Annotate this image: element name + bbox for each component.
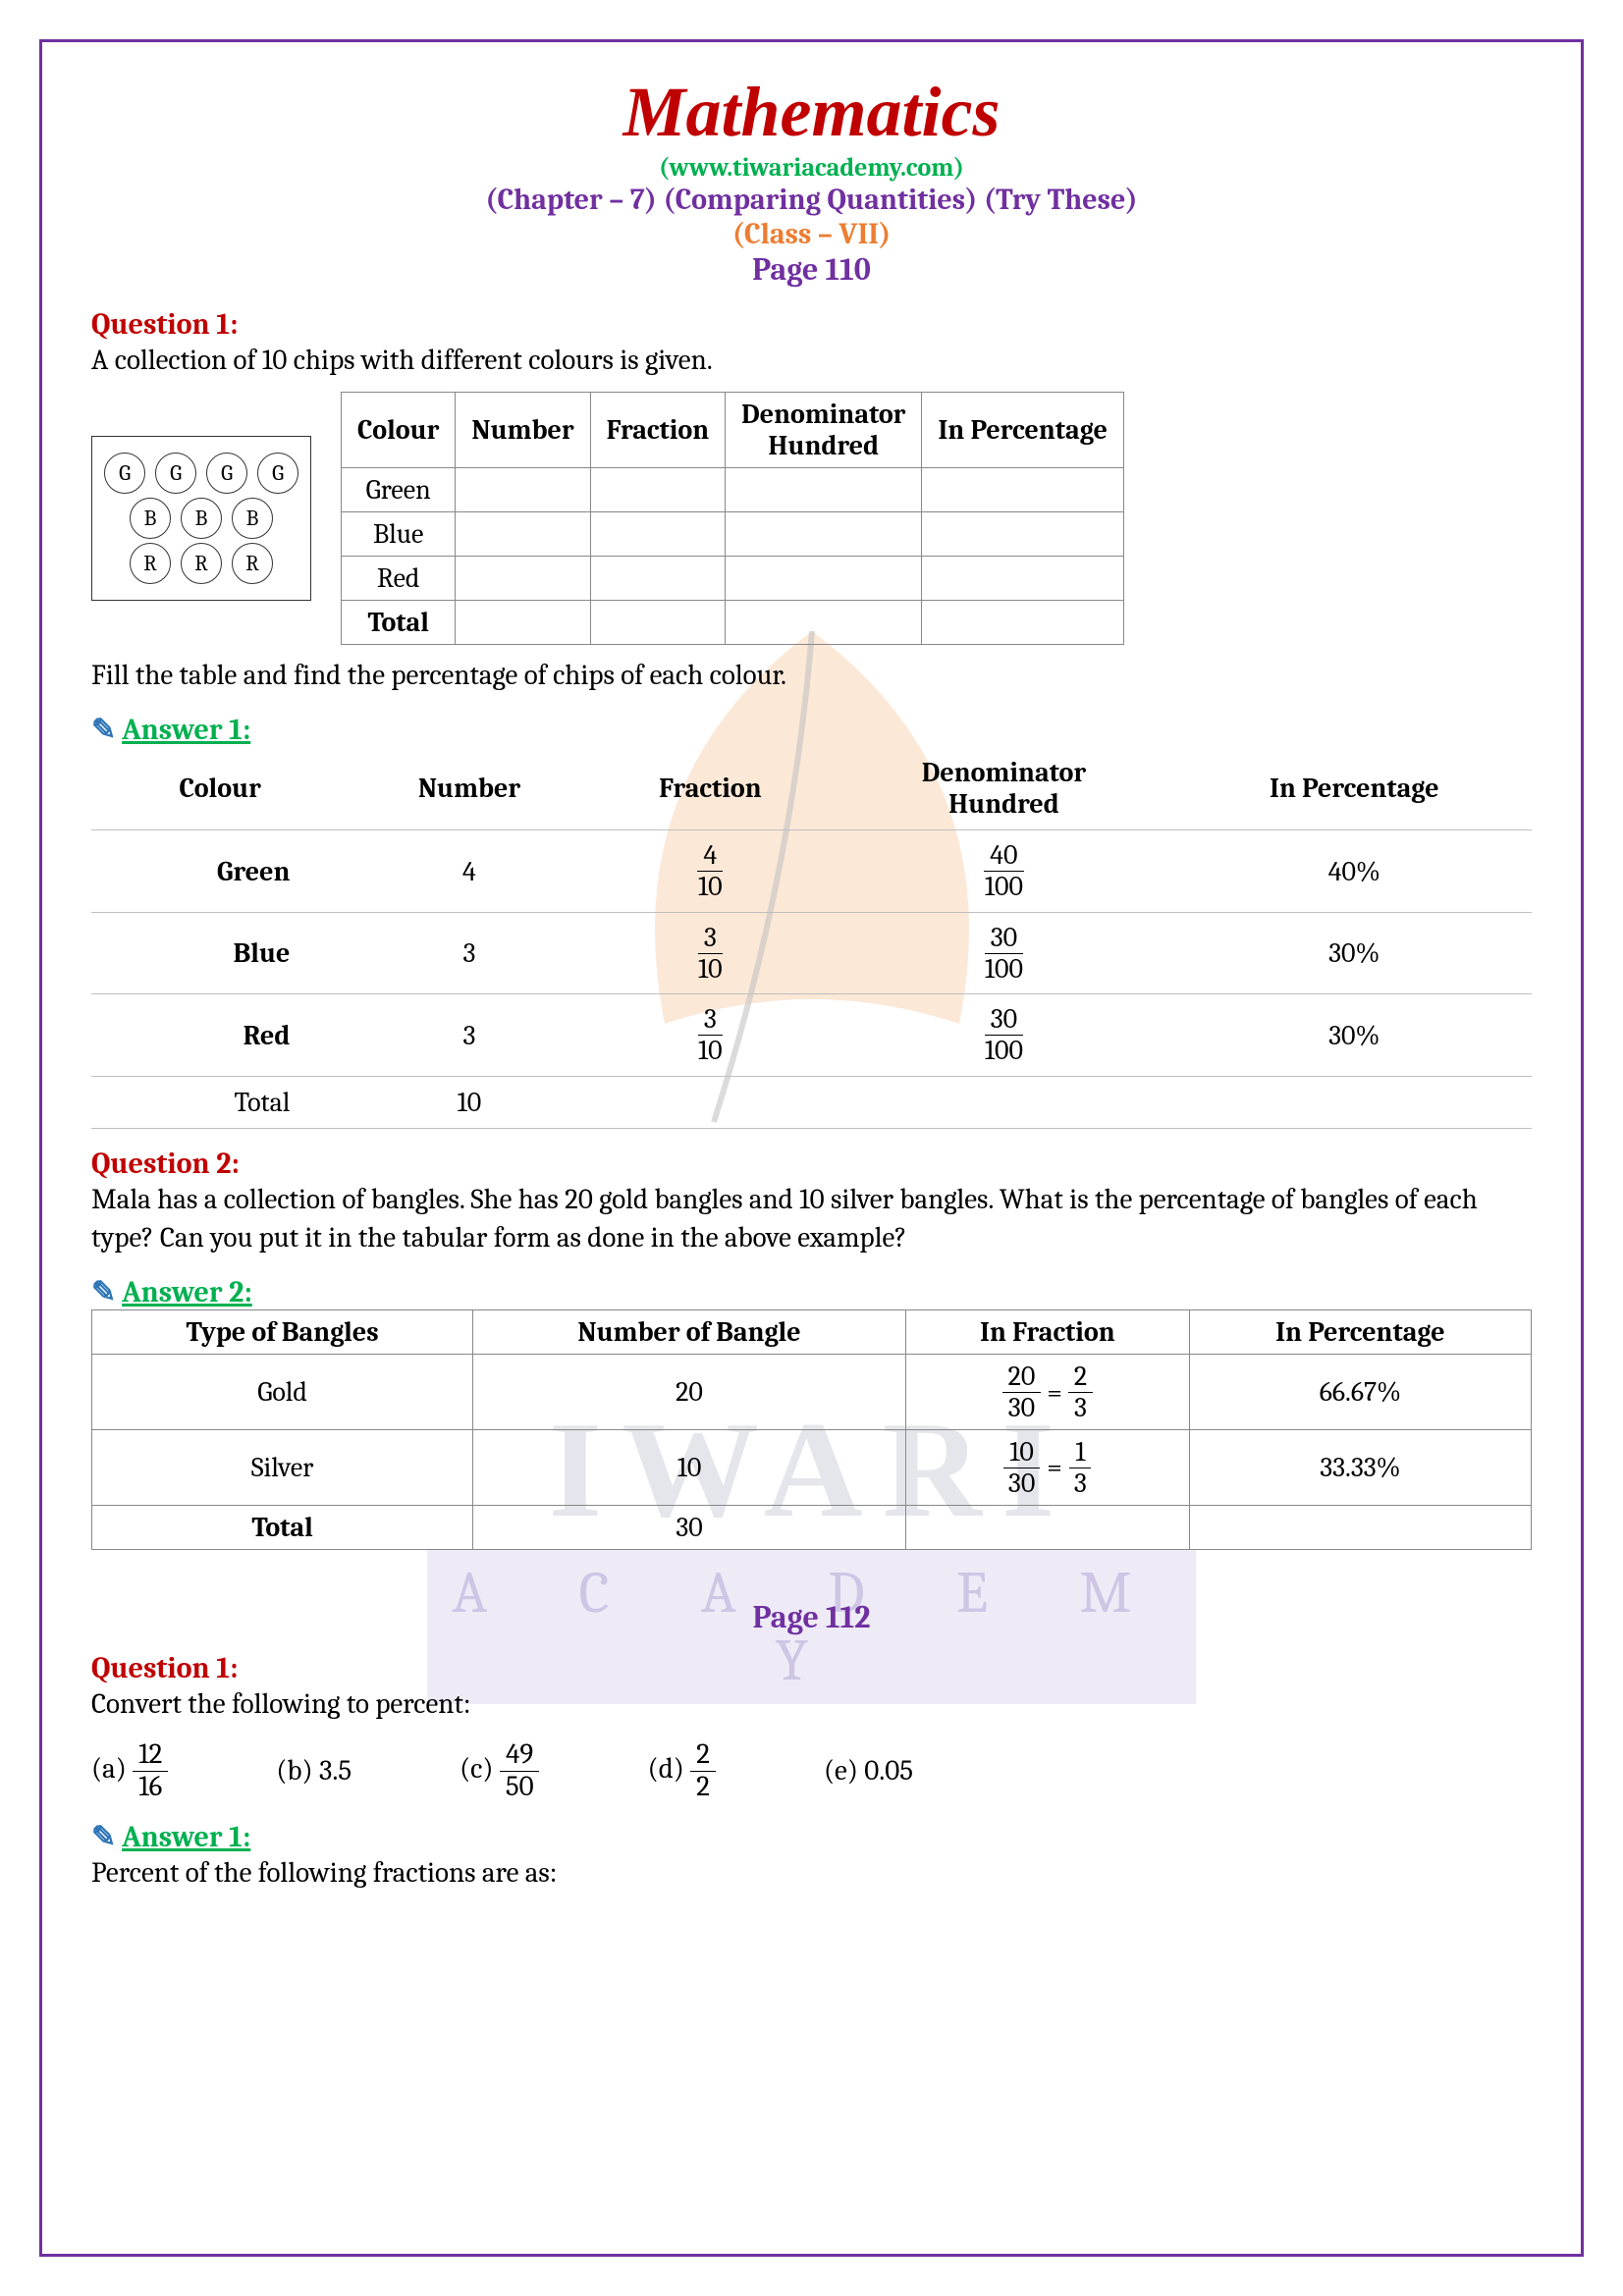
a1-row: Total10	[91, 1077, 1532, 1129]
class-label: (Class – VII)	[91, 217, 1532, 251]
q1-th-3: DenominatorHundred	[726, 393, 922, 468]
q2-label: Question 2:	[91, 1147, 1532, 1181]
a1-th-2: Fraction	[590, 747, 832, 830]
a1-row: Green44104010040%	[91, 830, 1532, 913]
q1-row-label: Red	[342, 557, 456, 601]
a2-row: Silver101030 = 1333.33%	[92, 1429, 1532, 1505]
page-112-label: Page 112	[753, 1599, 871, 1635]
option: (a) 1216	[91, 1739, 168, 1803]
chip-G: G	[104, 453, 145, 494]
chip-G: G	[257, 453, 298, 494]
a2-th-3: In Percentage	[1189, 1310, 1531, 1355]
q1-empty-table: ColourNumberFractionDenominatorHundredIn…	[341, 392, 1124, 645]
q3-options: (a) 1216 (b) 3.5 (c) 4950 (d) 22 (e) 0.05	[91, 1739, 1532, 1803]
a1-th-4: In Percentage	[1177, 747, 1532, 830]
a2-row: Gold202030 = 2366.67%	[92, 1355, 1532, 1430]
chip-G: G	[206, 453, 247, 494]
a3-label: Answer 1:	[91, 1820, 1532, 1854]
chip-B: B	[130, 498, 171, 539]
option: (d) 22	[648, 1739, 716, 1803]
q1-row-label: Total	[342, 601, 456, 645]
a1-row: Blue33103010030%	[91, 912, 1532, 994]
option: (b) 3.5	[276, 1755, 352, 1788]
q1-row-label: Blue	[342, 512, 456, 557]
a3-text: Percent of the following fractions are a…	[91, 1854, 1532, 1893]
q3-text: Convert the following to percent:	[91, 1685, 1532, 1724]
a1-th-3: DenominatorHundred	[831, 747, 1176, 830]
a2-th-1: Number of Bangle	[473, 1310, 906, 1355]
a1-label: Answer 1:	[91, 713, 1532, 747]
chip-R: R	[232, 543, 273, 584]
a2-th-2: In Fraction	[905, 1310, 1189, 1355]
q1-th-1: Number	[456, 393, 590, 468]
a1-table: ColourNumberFractionDenominatorHundredIn…	[91, 747, 1532, 1129]
q1-th-4: In Percentage	[922, 393, 1124, 468]
q1-label: Question 1:	[91, 307, 1532, 342]
a1-th-0: Colour	[91, 747, 349, 830]
chips-diagram: GGGGBBBRRR	[91, 436, 311, 601]
q1-text: A collection of 10 chips with different …	[91, 342, 1532, 380]
a2-row: Total30	[92, 1505, 1532, 1549]
a2-table: Type of BanglesNumber of BangleIn Fracti…	[91, 1309, 1532, 1549]
website-link: (www.tiwariacademy.com)	[91, 153, 1532, 183]
option: (c) 4950	[460, 1739, 540, 1803]
chip-R: R	[130, 543, 171, 584]
q1-th-0: Colour	[342, 393, 456, 468]
chip-R: R	[181, 543, 222, 584]
document-header: Mathematics (www.tiwariacademy.com) (Cha…	[91, 72, 1532, 288]
a2-label: Answer 2:	[91, 1275, 1532, 1309]
a2-th-0: Type of Bangles	[92, 1310, 473, 1355]
a1-th-1: Number	[349, 747, 589, 830]
chip-G: G	[155, 453, 196, 494]
page-110-label: Page 110	[91, 251, 1532, 288]
q1-fill-text: Fill the table and find the percentage o…	[91, 657, 1532, 695]
q1-row-label: Green	[342, 468, 456, 512]
q1-th-2: Fraction	[590, 393, 726, 468]
option: (e) 0.05	[824, 1755, 913, 1788]
q2-text: Mala has a collection of bangles. She ha…	[91, 1181, 1532, 1257]
title: Mathematics	[91, 72, 1532, 153]
q3-label: Question 1:	[91, 1651, 1532, 1685]
chapter-label: (Chapter – 7) (Comparing Quantities) (Tr…	[91, 183, 1532, 217]
a1-row: Red33103010030%	[91, 994, 1532, 1077]
chip-B: B	[232, 498, 273, 539]
chip-B: B	[181, 498, 222, 539]
